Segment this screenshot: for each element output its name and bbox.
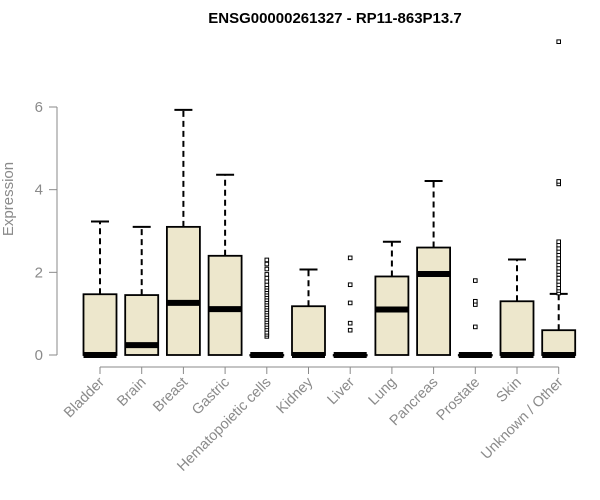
outlier-point <box>473 298 478 304</box>
boxes-group <box>82 39 577 358</box>
outlier-point <box>347 300 353 306</box>
category-label: Brain <box>114 375 149 410</box>
box-unknown-other <box>541 39 577 358</box>
outlier-point <box>264 272 270 277</box>
iqr-box <box>499 300 535 356</box>
box-hematopoietic-cells <box>249 257 285 358</box>
category-label: Bladder <box>61 374 108 421</box>
outlier-point <box>264 261 270 267</box>
outlier-point <box>556 39 562 44</box>
box-prostate <box>457 278 493 358</box>
box-lung <box>374 240 410 356</box>
box-kidney <box>291 268 326 358</box>
outlier-point <box>264 275 270 281</box>
outlier-point <box>347 327 353 333</box>
outlier-point <box>264 266 270 272</box>
outlier-point <box>347 282 353 288</box>
category-label: Breast <box>150 375 191 416</box>
iqr-box <box>541 329 577 356</box>
outlier-point <box>556 239 562 245</box>
chart-title: ENSG00000261327 - RP11-863P13.7 <box>208 10 462 27</box>
outlier-point <box>347 255 353 261</box>
y-tick-label: 4 <box>35 182 43 199</box>
category-label: Prostate <box>434 375 483 424</box>
y-axis: 0 2 4 6 <box>35 99 58 364</box>
iqr-box <box>82 293 118 356</box>
iqr-box <box>165 225 201 356</box>
box-bladder <box>82 220 118 358</box>
box-skin <box>499 258 535 358</box>
y-axis-label: Expression <box>0 162 17 236</box>
y-tick-label: 2 <box>35 264 43 281</box>
box-liver <box>332 255 368 358</box>
outlier-point <box>473 324 478 330</box>
y-tick-label: 6 <box>35 99 43 116</box>
box-pancreas <box>416 179 452 356</box>
y-tick-label: 0 <box>35 347 43 364</box>
category-label: Skin <box>494 375 525 406</box>
box-gastric <box>207 173 243 356</box>
outlier-point <box>347 320 353 326</box>
box-breast <box>165 108 201 356</box>
x-axis <box>99 366 560 374</box>
box-brain <box>124 225 160 356</box>
category-label: Lung <box>366 375 400 409</box>
iqr-box <box>207 254 243 356</box>
category-label: Liver <box>324 374 358 408</box>
outlier-point <box>473 278 478 283</box>
outlier-point <box>556 179 562 184</box>
iqr-box <box>416 246 452 356</box>
outlier-point <box>556 275 562 281</box>
iqr-box <box>291 305 326 356</box>
outlier-point <box>264 257 270 263</box>
category-label: Kidney <box>274 374 317 417</box>
iqr-box <box>374 275 410 356</box>
